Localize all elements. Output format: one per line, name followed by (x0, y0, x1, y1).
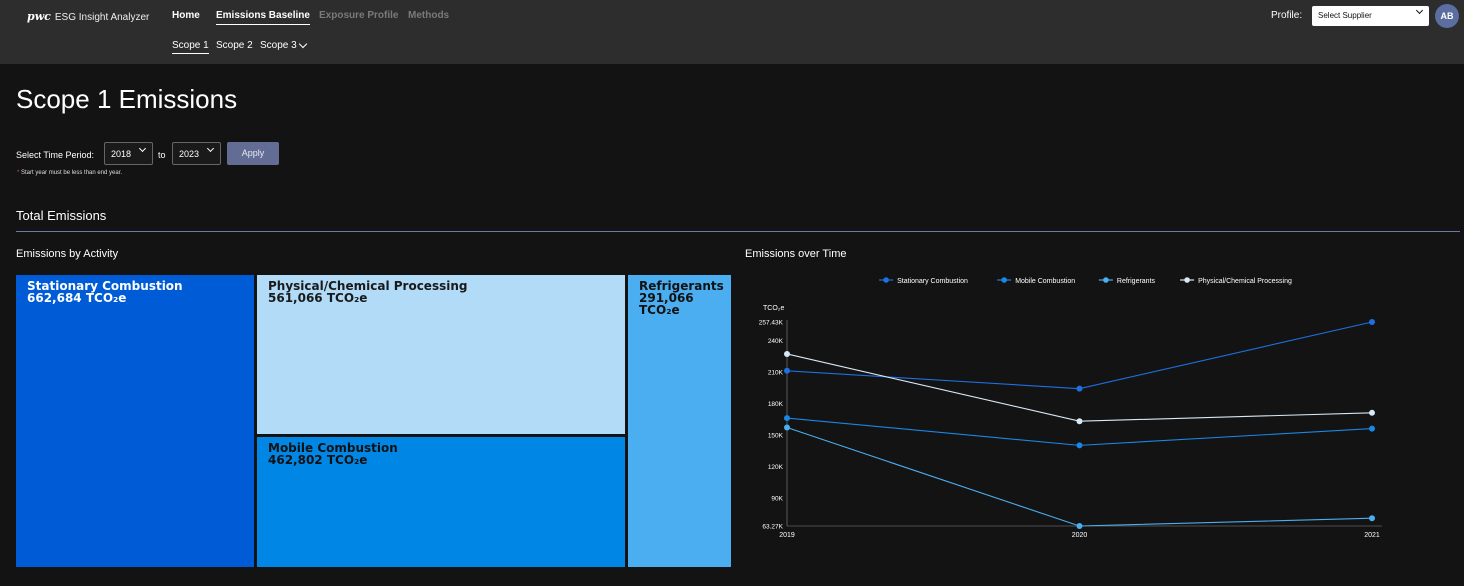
legend-marker (883, 277, 889, 283)
tab-scope-3-label: Scope 3 (260, 40, 297, 51)
to-label: to (158, 150, 166, 160)
y-tick-label: 120K (768, 464, 784, 471)
data-point (1369, 425, 1375, 432)
chevron-down-icon (138, 144, 147, 153)
x-tick-label: 2021 (1364, 532, 1380, 539)
data-point (784, 367, 790, 374)
data-point (1369, 319, 1375, 325)
time-period-label: Select Time Period: (16, 150, 95, 160)
end-year-value: 2023 (179, 149, 200, 159)
y-tick-label: 180K (768, 401, 784, 408)
start-year-select[interactable]: 2018 (104, 142, 153, 165)
y-tick-label: 240K (768, 338, 784, 345)
data-point (1076, 385, 1083, 392)
line-chart-svg: Stationary Combustion Mobile Combustion Re… (759, 277, 1382, 539)
legend-marker (1001, 277, 1007, 283)
tile-value: 462,802 TCO₂e (268, 453, 368, 467)
legend-marker (1103, 277, 1109, 283)
treemap-tile-physical-chemical-processing[interactable]: Physical/Chemical Processing 561,066 TCO… (257, 275, 625, 434)
validation-hint-text: Start year must be less than end year. (21, 170, 123, 176)
y-tick-label: 150K (768, 432, 784, 439)
apply-button[interactable]: Apply (227, 142, 279, 165)
data-point (1369, 515, 1375, 522)
y-axis-label: TCO₂e (763, 305, 784, 312)
data-point (784, 350, 790, 357)
supplier-select[interactable]: Select Supplier (1312, 6, 1429, 26)
required-asterisk: * (17, 170, 20, 176)
chevron-down-icon (298, 39, 307, 49)
nav-exposure-profile[interactable]: Exposure Profile (319, 10, 399, 21)
line-chart-title: Emissions over Time (745, 248, 847, 260)
end-year-select[interactable]: 2023 (172, 142, 221, 165)
y-tick-label: 63.27K (762, 524, 783, 531)
y-tick-label: 210K (768, 369, 784, 376)
data-point (1076, 442, 1083, 449)
data-point (1369, 409, 1375, 416)
tile-label: Mobile Combustion (268, 441, 398, 455)
x-tick-label: 2019 (779, 532, 795, 539)
treemap-title: Emissions by Activity (16, 248, 119, 260)
tile-label: Physical/Chemical Processing (268, 279, 468, 293)
y-tick-label: 257.43K (759, 320, 784, 327)
profile-label: Profile: (1271, 10, 1303, 21)
series-line (786, 321, 1373, 390)
chevron-down-icon (1415, 6, 1424, 15)
brand[interactable]: pwc ESG Insight Analyzer (27, 10, 149, 23)
series-line (786, 426, 1373, 527)
x-tick-label: 2020 (1072, 532, 1088, 539)
legend-label: Refrigerants (1117, 278, 1156, 285)
nav-emissions-baseline[interactable]: Emissions Baseline (216, 10, 310, 25)
page-title: Scope 1 Emissions (16, 84, 238, 114)
section-divider (16, 231, 1460, 232)
chevron-down-icon (206, 144, 215, 153)
pwc-logo: pwc (27, 10, 51, 23)
tile-value: 662,684 TCO₂e (27, 291, 127, 305)
supplier-select-value: Select Supplier (1318, 11, 1372, 20)
nav-methods[interactable]: Methods (408, 10, 450, 21)
data-point (1076, 418, 1083, 425)
emissions-line-chart: Stationary Combustion Mobile Combustion Re… (745, 268, 1460, 548)
start-year-value: 2018 (111, 149, 132, 159)
app-name: ESG Insight Analyzer (54, 12, 150, 23)
tab-scope-1[interactable]: Scope 1 (172, 40, 209, 54)
legend-marker (1184, 277, 1190, 283)
legend-label: Stationary Combustion (897, 278, 968, 285)
section-title: Total Emissions (16, 208, 107, 223)
tab-scope-2[interactable]: Scope 2 (216, 40, 253, 51)
nav-home[interactable]: Home (172, 10, 200, 21)
treemap-tile-stationary-combustion[interactable]: Stationary Combustion 662,684 TCO₂e (16, 275, 254, 567)
tile-label: Stationary Combustion (27, 279, 183, 293)
tile-label: Refrigerants (639, 279, 724, 293)
validation-hint: * Start year must be less than end year. (17, 170, 122, 176)
y-tick-label: 90K (771, 495, 783, 502)
data-point (1076, 523, 1083, 529)
tab-scope-3[interactable]: Scope 3 (260, 39, 307, 51)
top-navigation-bar: pwc ESG Insight Analyzer Home Emissions … (0, 0, 1464, 64)
tile-value: 561,066 TCO₂e (268, 291, 368, 305)
tile-value: 291,066 TCO₂e (639, 291, 694, 317)
legend-label: Physical/Chemical Processing (1198, 278, 1292, 285)
data-point (784, 424, 790, 431)
data-point (784, 415, 790, 422)
user-avatar[interactable]: AB (1435, 4, 1459, 28)
treemap-tile-mobile-combustion[interactable]: Mobile Combustion 462,802 TCO₂e (257, 437, 625, 567)
treemap-tile-refrigerants[interactable]: Refrigerants 291,066 TCO₂e (628, 275, 731, 567)
legend-label: Mobile Combustion (1015, 278, 1075, 285)
